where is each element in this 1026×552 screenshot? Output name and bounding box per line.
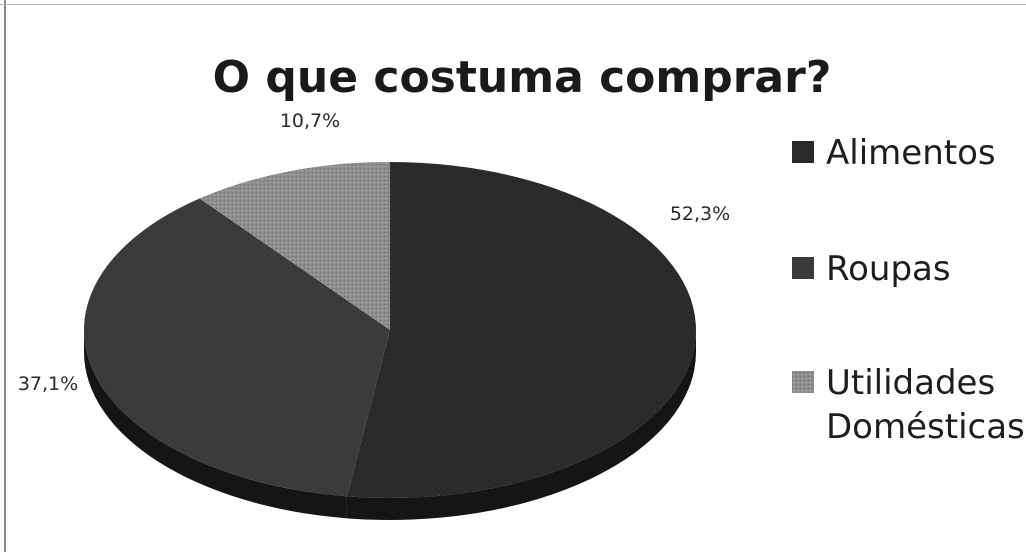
legend-label: Utilidades [826, 363, 995, 403]
legend-label: Roupas [826, 249, 951, 289]
legend-label-line2: Domésticas [826, 407, 1025, 447]
data-labels: 52,3% 37,1% 10,7% [18, 110, 730, 395]
frame-left-border [4, 0, 6, 552]
data-label-utilidades-domésticas: 10,7% [280, 110, 340, 132]
pie-slice-texture [346, 162, 696, 498]
pie-side-alimentos [346, 330, 697, 520]
legend-swatch-roupas [792, 257, 814, 279]
pie-side-roupas [84, 330, 347, 519]
legend-swatch-utilidades-domésticas [792, 371, 814, 393]
data-label-roupas: 37,1% [18, 373, 78, 395]
pie-layer [84, 162, 697, 520]
pie-slice-texture [84, 198, 390, 497]
legend-swatch-alimentos [792, 141, 814, 163]
frame-top-border [0, 4, 1026, 5]
chart-title: O que costuma comprar? [213, 52, 832, 103]
data-label-alimentos: 52,3% [670, 203, 730, 225]
legend-label: Alimentos [826, 133, 996, 173]
pie-slice-texture [199, 162, 390, 330]
